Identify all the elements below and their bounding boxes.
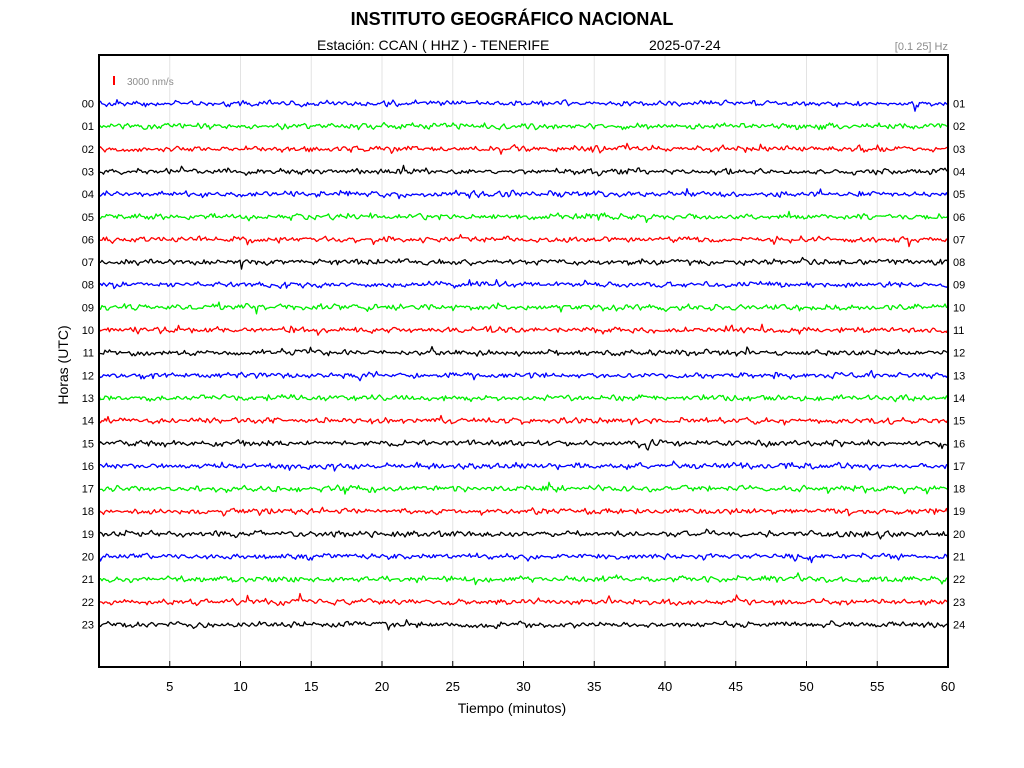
axis-layer: [98, 54, 949, 668]
hour-label-left: 20: [82, 552, 94, 564]
hour-label-left: 02: [82, 144, 94, 156]
seismic-trace: [98, 572, 949, 586]
x-axis-label: Tiempo (minutos): [457, 700, 567, 716]
seismic-trace: [98, 619, 949, 631]
hour-label-left: 08: [82, 280, 94, 292]
hour-label-left: 11: [83, 348, 94, 360]
label-layer: 00 01 01 02 02 03 03 04 04 05 05 06 06 07 07 08 08 09 09 10…: [82, 77, 966, 694]
seismic-trace: [98, 188, 949, 200]
trace-layer: [98, 99, 949, 631]
hour-label-right: 23: [953, 597, 965, 609]
grid-layer: [169, 55, 878, 667]
seismic-trace: [98, 414, 949, 426]
hour-label-right: 16: [953, 438, 965, 450]
seismic-trace: [98, 142, 949, 155]
hour-label-right: 09: [953, 280, 965, 292]
hour-label-left: 17: [82, 484, 94, 496]
hour-label-right: 10: [953, 302, 965, 314]
seismic-trace: [98, 256, 949, 270]
hour-label-left: 19: [82, 529, 94, 541]
hour-label-right: 03: [953, 144, 965, 156]
hour-label-left: 06: [82, 234, 94, 246]
hour-label-left: 14: [82, 416, 94, 428]
filter-band-label: [0.1 25] Hz: [894, 41, 948, 53]
x-tick-label: 15: [304, 679, 318, 694]
hour-label-left: 13: [82, 393, 94, 405]
hour-label-left: 22: [82, 597, 94, 609]
hour-label-right: 07: [953, 234, 965, 246]
x-tick-label: 55: [870, 679, 884, 694]
scale-bar-label: 3000 nm/s: [127, 77, 174, 88]
seismic-trace: [98, 164, 949, 177]
hour-label-right: 08: [953, 257, 965, 269]
hour-label-right: 21: [953, 552, 965, 564]
x-tick-label: 40: [658, 679, 672, 694]
seismic-trace: [98, 323, 949, 336]
seismic-trace: [98, 506, 949, 517]
hour-label-right: 17: [953, 461, 965, 473]
x-tick-label: 50: [799, 679, 813, 694]
hour-label-right: 24: [953, 619, 965, 631]
hour-label-right: 12: [953, 348, 965, 360]
seismic-trace: [98, 99, 949, 112]
seismic-trace: [98, 460, 949, 472]
hour-label-left: 04: [82, 189, 94, 201]
x-tick-label: 5: [166, 679, 173, 694]
seismic-trace: [98, 345, 949, 357]
x-tick-label: 35: [587, 679, 601, 694]
station-label: Estación: CCAN ( HHZ ) - TENERIFE: [317, 37, 550, 53]
hour-label-left: 16: [82, 461, 94, 473]
seismic-trace: [98, 210, 949, 224]
x-tick-label: 60: [941, 679, 955, 694]
seismic-trace: [98, 233, 949, 248]
date-label: 2025-07-24: [649, 37, 721, 53]
hour-label-right: 13: [953, 370, 965, 382]
page-title: INSTITUTO GEOGRÁFICO NACIONAL: [350, 9, 674, 29]
hour-label-right: 19: [953, 506, 965, 518]
hour-label-left: 03: [82, 166, 94, 178]
hour-label-left: 10: [82, 325, 94, 337]
seismic-trace: [98, 121, 949, 131]
seismic-trace: [98, 552, 949, 564]
hour-label-left: 21: [82, 574, 94, 586]
x-tick-label: 45: [729, 679, 743, 694]
seismic-trace: [98, 528, 949, 540]
hour-label-right: 15: [953, 416, 965, 428]
hour-label-right: 11: [953, 325, 964, 337]
seismic-trace: [98, 279, 949, 290]
hour-label-left: 07: [82, 257, 94, 269]
hour-label-left: 09: [82, 302, 94, 314]
seismic-trace: [98, 393, 949, 403]
x-tick-label: 25: [446, 679, 460, 694]
hour-label-left: 15: [82, 438, 94, 450]
seismic-trace: [98, 438, 949, 451]
hour-label-right: 04: [953, 166, 965, 178]
hour-label-left: 05: [82, 212, 94, 224]
seismic-trace: [98, 301, 949, 315]
hour-label-left: 00: [82, 99, 94, 111]
hour-label-right: 20: [953, 529, 965, 541]
hour-label-right: 14: [953, 393, 965, 405]
hour-label-right: 05: [953, 189, 965, 201]
hour-label-left: 23: [82, 619, 94, 631]
seismic-trace: [98, 592, 949, 607]
hour-label-right: 01: [953, 99, 965, 111]
hour-label-left: 18: [82, 506, 94, 518]
seismic-trace: [98, 369, 949, 382]
seismic-trace: [98, 481, 949, 495]
x-tick-label: 30: [516, 679, 530, 694]
hour-label-right: 02: [953, 121, 965, 133]
hour-label-right: 06: [953, 212, 965, 224]
hour-label-left: 01: [82, 121, 94, 133]
x-tick-label: 20: [375, 679, 389, 694]
x-tick-label: 10: [233, 679, 247, 694]
hour-label-right: 18: [953, 484, 965, 496]
hour-label-right: 22: [953, 574, 965, 586]
hour-label-left: 12: [82, 370, 94, 382]
